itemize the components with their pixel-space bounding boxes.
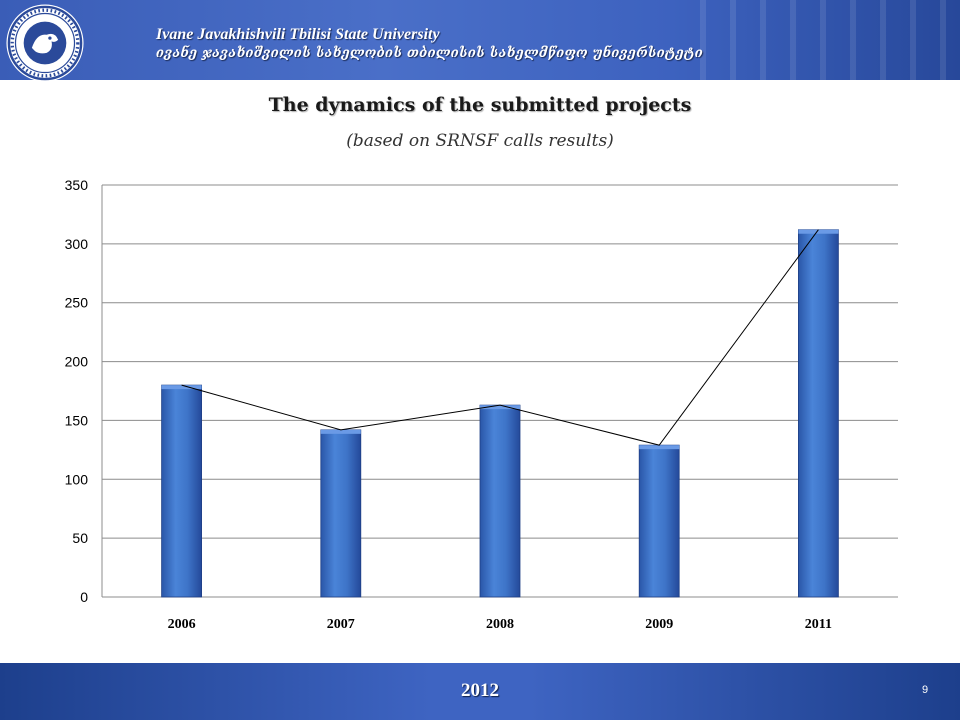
slide-subtitle: (based on SRNSF calls results) xyxy=(346,131,614,151)
y-tick-label: 350 xyxy=(65,177,89,193)
y-tick-label: 250 xyxy=(65,295,89,311)
bar-2011 xyxy=(798,229,839,598)
x-tick-label: 2011 xyxy=(805,617,832,632)
footer-year: 2012 xyxy=(461,680,499,701)
gridlines xyxy=(101,184,898,598)
university-name-english: Ivane Javakhishvili Tbilisi State Univer… xyxy=(156,26,440,43)
bar-cap-2008 xyxy=(480,405,520,410)
x-axis-ticks: 2006 2007 2008 2009 2011 xyxy=(168,617,832,632)
y-axis-ticks: 0 50 100 150 200 250 300 350 xyxy=(65,177,89,605)
y-tick-label: 100 xyxy=(65,471,89,487)
y-tick-label: 200 xyxy=(65,354,89,370)
bar-2007 xyxy=(320,429,362,598)
bar-2009 xyxy=(638,444,680,598)
y-tick-label: 0 xyxy=(80,589,88,605)
slide-title: The dynamics of the submitted projects xyxy=(268,94,692,116)
page-number: 9 xyxy=(922,684,929,696)
trend-polyline xyxy=(181,229,819,446)
x-tick-label: 2009 xyxy=(645,617,673,632)
bar-cap-2011 xyxy=(798,229,839,234)
bar-cap-2007 xyxy=(320,429,361,434)
bar-2008 xyxy=(479,404,521,598)
university-seal-icon xyxy=(6,4,84,82)
footer-bar xyxy=(0,663,960,720)
bar-2006 xyxy=(161,384,203,598)
y-tick-label: 150 xyxy=(65,412,89,428)
bars xyxy=(161,229,839,598)
trend-line xyxy=(181,229,819,446)
bar-cap-2009 xyxy=(639,445,680,450)
x-tick-label: 2008 xyxy=(486,617,514,632)
x-tick-label: 2007 xyxy=(327,617,355,632)
header-bar xyxy=(0,0,960,80)
y-tick-label: 50 xyxy=(72,530,88,546)
x-tick-label: 2006 xyxy=(168,617,196,632)
y-tick-label: 300 xyxy=(65,236,89,252)
bar-cap-2006 xyxy=(161,385,202,390)
university-name-georgian: ივანე ჯავახიშვილის სახელობის თბილისის სა… xyxy=(156,46,704,61)
